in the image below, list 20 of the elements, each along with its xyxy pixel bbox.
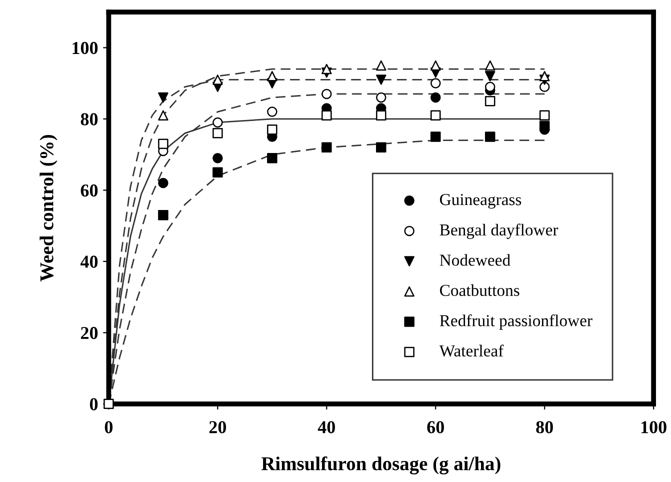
y-tick-label: 80 [80, 113, 98, 126]
y-tick-label: 40 [80, 256, 98, 268]
y-tick-label: 20 [80, 326, 98, 340]
x-tick-label: 100 [641, 421, 666, 434]
x-axis-title: Rimsulfuron dosage (g ai/ha) [261, 456, 500, 474]
x-tick-label: 40 [318, 421, 335, 434]
legend-label: Bengal dayflower [440, 224, 558, 239]
y-tick-label: 0 [90, 398, 98, 410]
y-tick-label: 100 [72, 42, 98, 54]
legend-label: Nodeweed [440, 254, 510, 266]
x-tick-label: 80 [536, 421, 553, 434]
y-axis-title: Weed control (%) [40, 135, 58, 282]
y-tick-label: 60 [80, 184, 98, 197]
legend-label: Redfruit passionflower [440, 314, 592, 330]
x-tick-label: 20 [209, 421, 226, 434]
legend-label: Coatbuttons [440, 284, 520, 296]
legend-label: Guineagrass [440, 194, 522, 209]
legend-label: Waterleaf [439, 344, 504, 357]
x-tick-label: 0 [104, 421, 113, 434]
x-tick-label: 60 [427, 421, 444, 434]
